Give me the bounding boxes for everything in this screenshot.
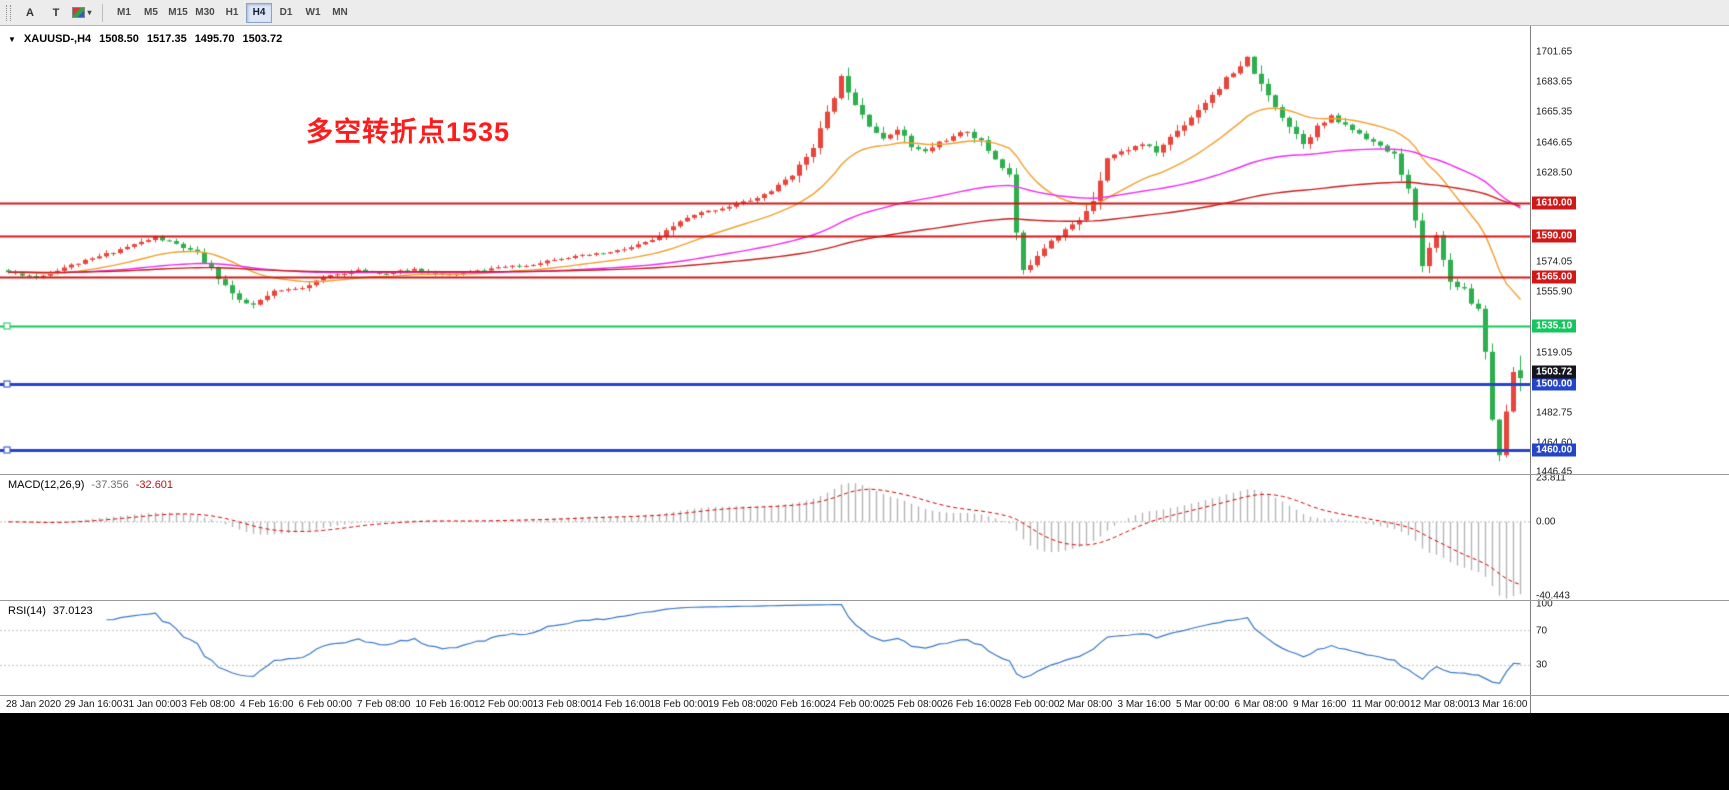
annotations-tool-button[interactable]: A bbox=[18, 3, 42, 23]
rsi-pane: RSI(14) 37.0123 bbox=[0, 601, 1530, 695]
timeframe-button-mn[interactable]: MN bbox=[327, 3, 353, 23]
rsi-label: RSI(14) bbox=[8, 605, 46, 617]
price-line-tag: 1500.00 bbox=[1532, 377, 1577, 391]
time-axis-label: 25 Feb 08:00 bbox=[883, 699, 943, 710]
macd-signal-value: -32.601 bbox=[135, 479, 174, 491]
chevron-down-icon: ▾ bbox=[87, 8, 92, 17]
macd-tick: -40.443 bbox=[1536, 590, 1570, 602]
timeframe-button-m15[interactable]: M15 bbox=[165, 3, 191, 23]
time-axis-label: 12 Mar 08:00 bbox=[1410, 699, 1469, 710]
time-axis-label: 13 Mar 16:00 bbox=[1468, 699, 1528, 710]
rsi-header: RSI(14) 37.0123 bbox=[8, 605, 93, 617]
time-axis-label: 2 Mar 08:00 bbox=[1059, 699, 1113, 710]
timeframe-button-h1[interactable]: H1 bbox=[219, 3, 245, 23]
pivot-annotation: 多空转折点1535 bbox=[306, 117, 511, 147]
rsi-tick: 30 bbox=[1536, 659, 1548, 671]
macd-pane: MACD(12,26,9) -37.356 -32.601 bbox=[0, 475, 1530, 600]
price-line-tag: 1590.00 bbox=[1532, 229, 1577, 243]
candlestick-chart-canvas[interactable] bbox=[0, 26, 1530, 474]
rsi-chart-canvas[interactable] bbox=[0, 601, 1530, 695]
chart-ohlc-header: ▼ XAUUSD-,H4 1508.50 1517.35 1495.70 150… bbox=[8, 33, 282, 45]
current-price-tag: 1503.72 bbox=[1532, 365, 1577, 379]
time-axis-label: 14 Feb 16:00 bbox=[591, 699, 650, 710]
time-axis-label: 11 Mar 00:00 bbox=[1351, 699, 1410, 710]
brush-icon bbox=[72, 7, 86, 18]
price-line-tag: 1460.00 bbox=[1532, 443, 1577, 457]
macd-tick: 0.00 bbox=[1536, 516, 1556, 528]
ohlc-low: 1495.70 bbox=[194, 33, 235, 45]
text-tool-button[interactable]: T bbox=[44, 3, 68, 23]
time-axis-label: 5 Mar 00:00 bbox=[1176, 699, 1230, 710]
price-line-tag: 1565.00 bbox=[1532, 270, 1577, 284]
toolbar-grip[interactable] bbox=[6, 4, 11, 21]
timeframe-button-w1[interactable]: W1 bbox=[300, 3, 326, 23]
timeframe-button-m30[interactable]: M30 bbox=[192, 3, 218, 23]
macd-chart-canvas[interactable] bbox=[0, 475, 1530, 600]
time-axis[interactable]: 28 Jan 2020 29 Jan 16:00 31 Jan 00:00 3 Feb… bbox=[0, 696, 1530, 713]
time-axis-label: 9 Mar 16:00 bbox=[1293, 699, 1347, 710]
time-axis-label: 28 Feb 00:00 bbox=[1000, 699, 1060, 710]
chart-toolbar: A T ▾ M1 M5 M15 M30 H1 H4 D1 W1 MN bbox=[0, 0, 1729, 26]
time-axis-label: 26 Feb 16:00 bbox=[942, 699, 1001, 710]
time-axis-label: 6 Mar 08:00 bbox=[1234, 699, 1288, 710]
symbol-label: XAUUSD-,H4 bbox=[23, 33, 92, 45]
time-axis-label: 3 Mar 16:00 bbox=[1117, 699, 1171, 710]
time-axis-label: 29 Jan 16:00 bbox=[64, 699, 123, 710]
ohlc-high: 1517.35 bbox=[146, 33, 187, 45]
bottom-bar bbox=[0, 713, 1729, 790]
timeframe-button-m1[interactable]: M1 bbox=[111, 3, 137, 23]
pane-separator bbox=[0, 695, 1729, 696]
price-tick: 1646.65 bbox=[1536, 137, 1573, 149]
rsi-tick: 70 bbox=[1536, 625, 1548, 637]
time-axis-label: 24 Feb 00:00 bbox=[825, 699, 884, 710]
macd-header: MACD(12,26,9) -37.356 -32.601 bbox=[8, 479, 173, 491]
price-tick: 1574.05 bbox=[1536, 256, 1573, 268]
price-tick: 1628.50 bbox=[1536, 167, 1573, 179]
time-axis-label: 31 Jan 00:00 bbox=[123, 699, 181, 710]
price-tick: 1519.05 bbox=[1536, 347, 1573, 359]
time-axis-label: 4 Feb 16:00 bbox=[240, 699, 294, 710]
macd-main-value: -37.356 bbox=[91, 479, 129, 491]
price-tick: 1683.65 bbox=[1536, 76, 1573, 88]
ohlc-open: 1508.50 bbox=[99, 33, 139, 45]
price-tick: 1555.90 bbox=[1536, 286, 1573, 298]
brush-tool-button[interactable]: ▾ bbox=[70, 3, 94, 23]
macd-tick: 23.811 bbox=[1536, 472, 1566, 484]
symbol-marker-icon: ▼ bbox=[8, 34, 16, 44]
pane-separator[interactable] bbox=[0, 600, 1729, 601]
time-axis-label: 28 Jan 2020 bbox=[6, 699, 62, 710]
timeframe-button-d1[interactable]: D1 bbox=[273, 3, 299, 23]
pane-separator[interactable] bbox=[0, 474, 1729, 475]
time-axis-label: 10 Feb 16:00 bbox=[415, 699, 475, 710]
time-axis-label: 19 Feb 08:00 bbox=[708, 699, 767, 710]
time-axis-label: 18 Feb 00:00 bbox=[649, 699, 709, 710]
time-axis-label: 3 Feb 08:00 bbox=[181, 699, 235, 710]
price-tick: 1446.45 bbox=[1536, 466, 1573, 478]
price-tick: 1701.65 bbox=[1536, 46, 1573, 58]
price-line-tag: 1535.10 bbox=[1532, 319, 1577, 333]
rsi-tick: 100 bbox=[1536, 598, 1553, 610]
price-tick: 1482.75 bbox=[1536, 407, 1573, 419]
time-axis-label: 12 Feb 00:00 bbox=[474, 699, 533, 710]
macd-label: MACD(12,26,9) bbox=[8, 479, 85, 491]
time-axis-label: 20 Feb 16:00 bbox=[766, 699, 826, 710]
timeframe-group: M1 M5 M15 M30 H1 H4 D1 W1 MN bbox=[111, 2, 353, 23]
time-axis-label: 6 Feb 00:00 bbox=[298, 699, 352, 710]
time-axis-label: 13 Feb 08:00 bbox=[532, 699, 592, 710]
time-axis-label: 7 Feb 08:00 bbox=[357, 699, 411, 710]
toolbar-separator bbox=[102, 3, 103, 22]
ohlc-close: 1503.72 bbox=[242, 33, 283, 45]
price-tick: 1464.60 bbox=[1536, 437, 1573, 449]
price-tick: 1665.35 bbox=[1536, 106, 1573, 118]
price-pane: ▼ XAUUSD-,H4 1508.50 1517.35 1495.70 150… bbox=[0, 26, 1530, 474]
price-axis[interactable]: 1701.65 1683.65 1665.35 1646.65 1628.50 1574.… bbox=[1530, 26, 1729, 713]
price-line-tag: 1610.00 bbox=[1532, 196, 1577, 210]
timeframe-button-h4[interactable]: H4 bbox=[246, 2, 272, 23]
timeframe-button-m5[interactable]: M5 bbox=[138, 3, 164, 23]
rsi-value: 37.0123 bbox=[52, 605, 93, 617]
